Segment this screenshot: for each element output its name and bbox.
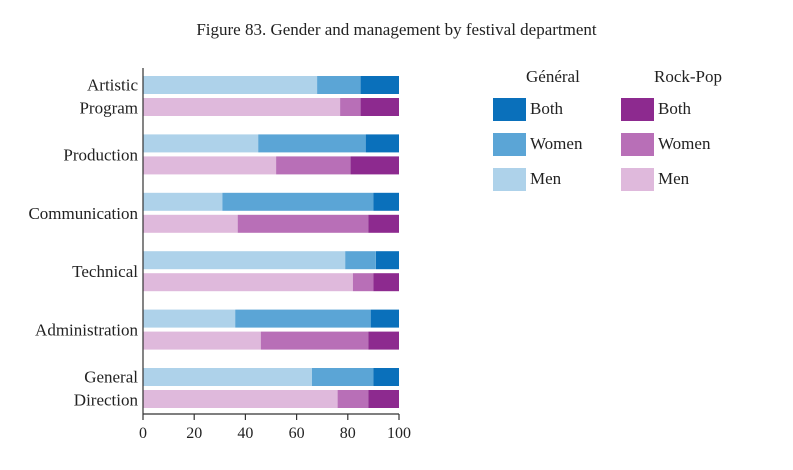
bar-général-men-1	[143, 134, 259, 153]
bar-général-women-3	[345, 251, 376, 270]
bar-général-men-0	[143, 76, 318, 94]
bar-général-both-1	[365, 134, 399, 153]
bar-rock-pop-both-4	[368, 331, 399, 350]
bar-général-both-3	[376, 251, 399, 270]
bar-général-women-2	[222, 192, 374, 211]
x-tick-label: 80	[340, 425, 356, 442]
bar-général-both-4	[370, 309, 399, 328]
legend-label: Women	[530, 134, 583, 153]
category-label: General	[84, 368, 138, 387]
bar-rock-pop-women-5	[337, 390, 369, 408]
bar-rock-pop-men-4	[143, 331, 261, 350]
legend-swatch-général-men	[493, 168, 526, 191]
x-tick-label: 40	[237, 425, 253, 442]
bar-général-both-5	[373, 368, 399, 386]
legend-swatch-rock-pop-men	[621, 168, 654, 191]
bar-général-women-1	[258, 134, 366, 153]
bar-général-both-0	[360, 76, 399, 94]
bar-rock-pop-men-1	[143, 156, 277, 175]
category-label: Administration	[35, 321, 138, 340]
bar-général-men-2	[143, 192, 223, 211]
legend-label: Men	[658, 169, 690, 188]
bar-général-men-3	[143, 251, 346, 270]
category-label: Artistic	[87, 76, 138, 95]
chart-title: Figure 83. Gender and management by fest…	[196, 20, 597, 39]
legend-swatch-rock-pop-both	[621, 98, 654, 121]
bar-rock-pop-men-0	[143, 98, 341, 116]
bar-rock-pop-both-2	[368, 214, 399, 233]
bar-rock-pop-women-0	[340, 98, 361, 116]
legend-swatch-général-women	[493, 133, 526, 156]
bar-général-men-5	[143, 368, 312, 386]
bar-rock-pop-men-2	[143, 214, 238, 233]
legend-group-title: Rock-Pop	[654, 67, 722, 86]
bar-rock-pop-both-0	[360, 98, 399, 116]
x-tick-label: 0	[139, 425, 147, 442]
bar-rock-pop-women-4	[260, 331, 369, 350]
x-tick-label: 20	[186, 425, 202, 442]
bar-rock-pop-men-5	[143, 390, 338, 408]
axes-layer: Artistic Program Production Communication Te…	[28, 68, 411, 442]
bar-général-women-4	[235, 309, 371, 328]
bars-layer	[143, 76, 399, 408]
bar-rock-pop-both-1	[350, 156, 399, 175]
legend-label: Men	[530, 169, 562, 188]
bar-rock-pop-men-3	[143, 273, 353, 292]
legend-swatch-général-both	[493, 98, 526, 121]
x-tick-label: 100	[387, 425, 411, 442]
bar-rock-pop-women-2	[237, 214, 369, 233]
category-label: Direction	[74, 391, 139, 410]
bar-rock-pop-women-1	[276, 156, 351, 175]
bar-rock-pop-both-3	[373, 273, 399, 292]
legend-swatch-rock-pop-women	[621, 133, 654, 156]
legend-label: Both	[658, 99, 692, 118]
category-label: Production	[63, 145, 138, 164]
bar-général-men-4	[143, 309, 236, 328]
category-label: Program	[79, 99, 138, 118]
legend-label: Women	[658, 134, 711, 153]
bar-rock-pop-women-3	[352, 273, 374, 292]
bar-général-women-0	[317, 76, 361, 94]
legend-group-title: Général	[526, 67, 580, 86]
x-tick-label: 60	[289, 425, 305, 442]
category-label: Communication	[28, 204, 138, 223]
bar-général-women-5	[312, 368, 374, 386]
legend-label: Both	[530, 99, 564, 118]
bar-rock-pop-both-5	[368, 390, 399, 408]
bar-général-both-2	[373, 192, 399, 211]
category-label: Technical	[72, 262, 138, 281]
legend: Général Both Women Men Rock-Pop Both Women Men	[493, 67, 722, 191]
